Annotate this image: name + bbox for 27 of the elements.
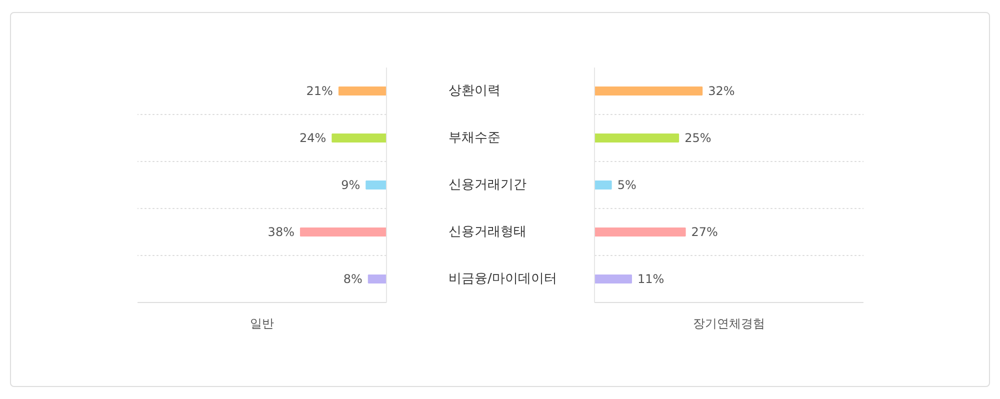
data-label: 21% [306,84,333,98]
bar [332,134,386,142]
data-label: 25% [684,131,712,145]
bar [300,228,386,236]
data-label: 11% [637,272,664,286]
bar [594,86,703,96]
bar [594,134,680,142]
y-tick-label: 비금융/마이데이터 [448,272,557,286]
data-label: 9% [341,178,360,192]
bar [594,180,612,190]
y-tick-label: 부채수준 [448,130,500,146]
data-label: 8% [343,272,362,286]
bar [338,86,386,96]
bar [368,274,386,284]
x-axis-title: 장기연체경험 [693,316,765,330]
data-label: 38% [268,225,294,239]
x-axis-title: 일반 [250,316,274,330]
bar [594,228,686,236]
bar [594,274,632,284]
data-label: 24% [300,131,326,145]
data-label: 27% [691,225,718,239]
y-tick-label: 신용거래기간 [448,178,526,192]
data-label: 32% [708,84,735,98]
y-tick-label: 신용거래형태 [448,224,526,240]
bar [366,180,386,190]
y-tick-label: 상환이력 [448,84,500,98]
data-label: 5% [617,178,636,192]
